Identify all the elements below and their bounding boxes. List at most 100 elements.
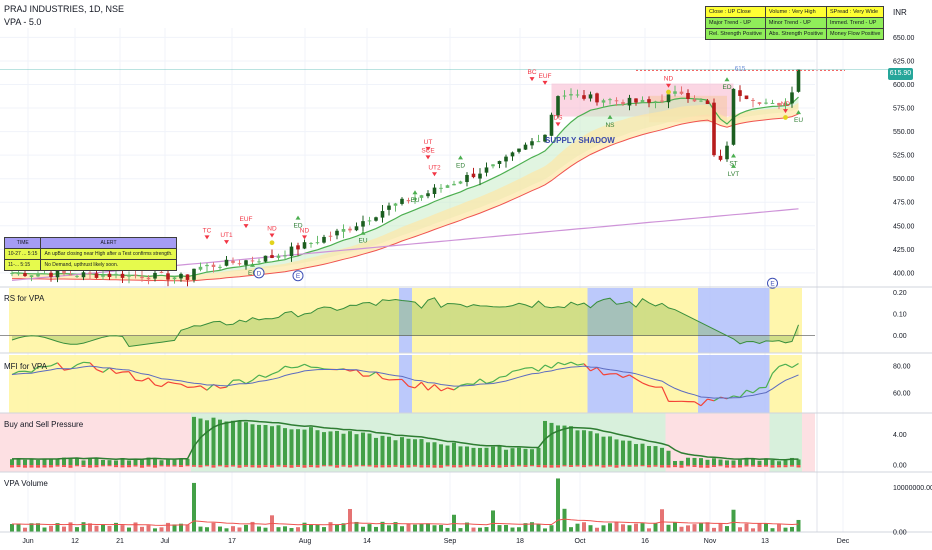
candle-body bbox=[55, 271, 60, 278]
buy-pressure-bar bbox=[452, 442, 456, 466]
mfi-pane[interactable] bbox=[11, 361, 799, 407]
volume-bar bbox=[192, 482, 196, 532]
volume-bar bbox=[88, 523, 92, 532]
down-arrow-marker bbox=[269, 233, 275, 238]
signal-badge-label: D bbox=[257, 270, 262, 277]
buy-pressure-bar bbox=[250, 424, 255, 466]
buy-pressure-bar bbox=[315, 430, 320, 466]
sell-pressure-bar bbox=[380, 465, 385, 468]
sell-pressure-bar bbox=[413, 465, 417, 467]
candle-body bbox=[348, 228, 352, 231]
no-demand-dot bbox=[783, 115, 788, 120]
sell-pressure-bar bbox=[205, 465, 209, 467]
rs-pane[interactable] bbox=[0, 297, 815, 348]
price-tick-label: 475.00 bbox=[893, 200, 915, 207]
signal-label: UT2 bbox=[428, 164, 441, 171]
down-arrow-marker bbox=[425, 146, 431, 151]
candle-body bbox=[198, 266, 203, 270]
buy-pressure-bar bbox=[231, 420, 235, 466]
signal-label: ND bbox=[781, 101, 791, 108]
buy-pressure-bar bbox=[413, 439, 417, 466]
mfi-line-segment bbox=[239, 379, 247, 385]
pressure-pane-title: Buy and Sell Pressure bbox=[4, 420, 84, 429]
vpa-info-table: Close : UP Close Volume : Very High SPre… bbox=[705, 6, 885, 40]
candle-body bbox=[218, 266, 222, 268]
volume-bar bbox=[166, 522, 170, 532]
volume-bar bbox=[81, 522, 86, 532]
buy-pressure-bar bbox=[419, 439, 424, 466]
buy-pressure-bar bbox=[439, 444, 443, 466]
mfi-line-segment bbox=[135, 379, 143, 382]
sell-pressure-bar bbox=[439, 465, 443, 468]
candle-body bbox=[374, 217, 378, 221]
alert-table: TIME ALERT 10-27 ... 5:15 An upBar closi… bbox=[3, 237, 177, 271]
candle-body bbox=[88, 272, 92, 274]
buy-pressure-bar bbox=[679, 460, 684, 466]
signal-badge-label: E bbox=[770, 281, 775, 288]
alert-text: No Demand, upthrust likely soon. bbox=[40, 259, 177, 271]
mfi-line-segment bbox=[50, 362, 58, 367]
mfi-line-segment bbox=[772, 366, 780, 374]
mfi-line-segment bbox=[544, 364, 552, 369]
buy-pressure-bar bbox=[322, 432, 326, 466]
volume-bar bbox=[153, 528, 157, 532]
sell-pressure-bar bbox=[367, 465, 372, 467]
buy-pressure-bar bbox=[634, 444, 638, 466]
pressure-pane[interactable] bbox=[10, 416, 801, 468]
volume-bar bbox=[653, 523, 658, 532]
candle-body bbox=[439, 187, 443, 189]
sell-pressure-bar bbox=[712, 465, 716, 467]
volume-bar bbox=[770, 528, 775, 532]
sell-pressure-bar bbox=[172, 465, 177, 467]
candle-body bbox=[504, 156, 508, 162]
buy-pressure-bar bbox=[361, 432, 365, 466]
x-tick-label: 21 bbox=[116, 538, 124, 545]
sell-pressure-bar bbox=[666, 465, 671, 468]
rs-line bbox=[11, 297, 799, 348]
sell-pressure-bar bbox=[608, 465, 612, 467]
sell-pressure-bar bbox=[192, 465, 196, 467]
buy-pressure-bar bbox=[107, 460, 112, 466]
sell-pressure-bar bbox=[185, 465, 190, 467]
candle-body bbox=[510, 152, 515, 157]
mfi-line-segment bbox=[557, 361, 565, 366]
buy-pressure-bar bbox=[133, 459, 138, 466]
mfi-line-segment bbox=[427, 384, 435, 391]
buy-pressure-bar bbox=[783, 460, 788, 466]
signal-label: LVT bbox=[728, 171, 739, 178]
candle-body bbox=[705, 100, 710, 105]
buy-pressure-bar bbox=[302, 429, 307, 466]
mfi-line-segment bbox=[460, 383, 468, 386]
mfi-line-segment bbox=[505, 370, 513, 377]
volume-bar bbox=[283, 526, 287, 532]
candle-body bbox=[107, 273, 112, 277]
buy-pressure-bar bbox=[387, 436, 391, 466]
volume-pane[interactable] bbox=[10, 478, 801, 532]
buy-pressure-bar bbox=[211, 417, 216, 466]
buy-pressure-bar bbox=[497, 446, 502, 466]
sell-pressure-bar bbox=[588, 465, 593, 467]
mfi-line-segment bbox=[167, 381, 175, 384]
candle-body bbox=[75, 275, 79, 277]
mfi-line-segment bbox=[200, 385, 208, 391]
volume-bar bbox=[140, 526, 144, 532]
buy-pressure-bar bbox=[335, 430, 339, 466]
candle-body bbox=[341, 229, 346, 232]
mfi-line-segment bbox=[408, 385, 416, 389]
sell-pressure-bar bbox=[614, 465, 619, 468]
x-tick-label: Oct bbox=[575, 538, 586, 545]
mfi-line-segment bbox=[596, 367, 604, 376]
down-arrow-marker bbox=[302, 235, 307, 240]
volume-bar bbox=[374, 526, 378, 532]
mfi-line-segment bbox=[297, 363, 305, 368]
mfi-tick-label: 60.00 bbox=[893, 390, 911, 397]
buy-pressure-bar bbox=[588, 431, 593, 466]
buy-pressure-bar bbox=[257, 424, 261, 466]
sell-pressure-bar bbox=[387, 465, 391, 468]
sell-pressure-bar bbox=[634, 465, 638, 467]
buy-pressure-bar bbox=[627, 440, 632, 466]
down-arrow-marker bbox=[425, 155, 431, 160]
candle-body bbox=[166, 273, 170, 280]
volume-bar bbox=[757, 523, 762, 532]
